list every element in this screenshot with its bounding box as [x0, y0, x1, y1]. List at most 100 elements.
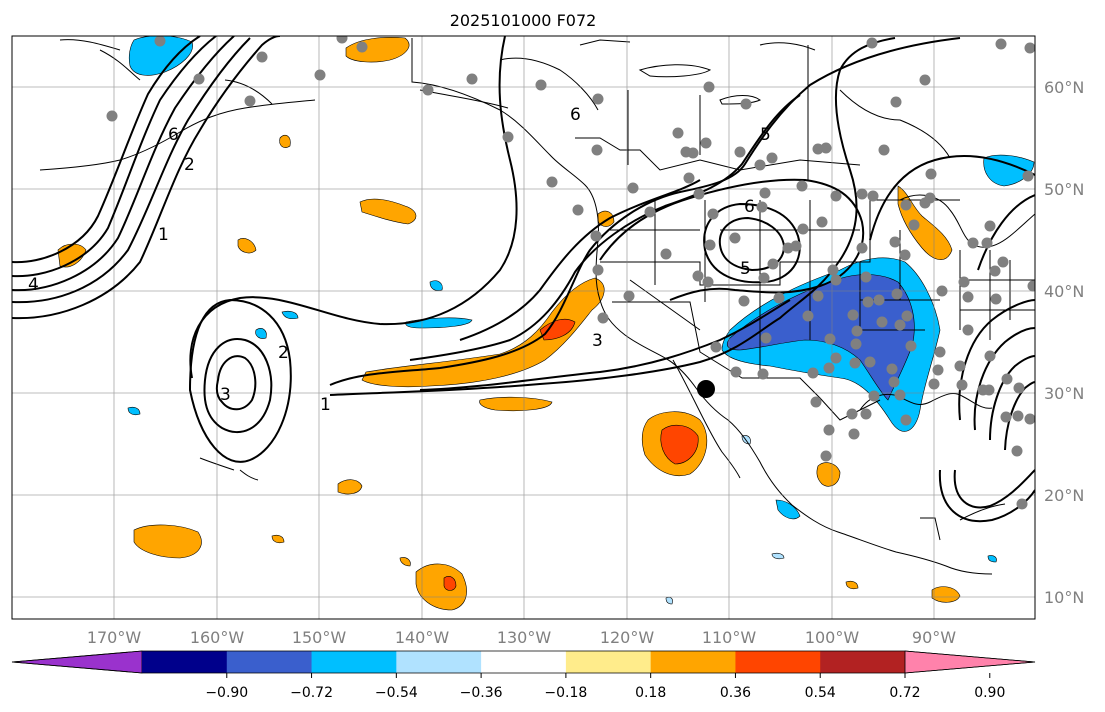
station-dot: [627, 182, 639, 194]
colorbar-tick-label: −0.36: [460, 685, 503, 701]
station-dot: [901, 310, 913, 322]
station-dot: [928, 378, 940, 390]
lon-label: 160°W: [190, 628, 245, 647]
station-dot: [759, 187, 771, 199]
station-dot: [1013, 382, 1025, 394]
station-markers: [106, 36, 1035, 510]
colorbar-tick-label: −0.18: [544, 685, 587, 701]
station-dot: [846, 408, 858, 420]
positive-anomaly-shading: [57, 37, 961, 611]
station-dot: [830, 190, 842, 202]
station-dot: [958, 276, 970, 288]
colorbar-tick-label: −0.90: [205, 685, 248, 701]
station-dot: [984, 220, 996, 232]
station-dot: [702, 276, 714, 288]
station-dot: [967, 237, 979, 249]
station-dot: [572, 204, 584, 216]
station-dot: [692, 270, 704, 282]
station-dot: [856, 188, 868, 200]
station-dot: [889, 236, 901, 248]
station-dot: [934, 346, 946, 358]
station-dot: [860, 408, 872, 420]
station-dot: [535, 79, 547, 91]
station-dot: [704, 239, 716, 251]
station-dot: [899, 249, 911, 261]
station-dot: [878, 144, 890, 156]
station-dot: [1011, 445, 1023, 457]
station-dot: [812, 143, 824, 155]
station-dot: [693, 188, 705, 200]
lat-label: 50°N: [1044, 180, 1084, 199]
lon-label: 170°W: [87, 628, 142, 647]
station-dot: [812, 290, 824, 302]
station-dot: [760, 332, 772, 344]
station-dot: [244, 95, 256, 107]
station-dot: [864, 356, 876, 368]
station-dot: [981, 237, 993, 249]
station-dot: [796, 180, 808, 192]
station-dot: [924, 192, 936, 204]
station-dot: [925, 168, 937, 180]
station-dot: [891, 288, 903, 300]
station-dot: [422, 84, 434, 96]
station-dot: [592, 264, 604, 276]
contour-label: 6: [168, 125, 179, 145]
station-dot: [862, 296, 874, 308]
station-dot: [1016, 498, 1028, 510]
station-dot: [683, 172, 695, 184]
contour-label: 5: [760, 125, 771, 145]
colorbar-tick-label: 0.90: [974, 685, 1005, 701]
station-dot: [1012, 410, 1024, 422]
height-contours: [12, 36, 1035, 523]
colorbar-segment: [735, 651, 821, 673]
contour-labels: 4 6 2 1 1 2 3 3 6 5 5 6: [28, 105, 771, 415]
station-dot: [983, 384, 995, 396]
station-dot: [820, 142, 832, 154]
contour-label: 5: [740, 259, 751, 279]
station-dot: [886, 363, 898, 375]
colorbar-extend-high: [904, 650, 1036, 674]
station-dot: [962, 291, 974, 303]
station-dot: [995, 38, 1007, 50]
station-dot: [860, 271, 872, 283]
gridlines: [12, 36, 1035, 619]
colorbar-tick-label: 0.72: [889, 685, 920, 701]
station-dot: [773, 292, 785, 304]
station-dot: [466, 73, 478, 85]
station-dot: [823, 362, 835, 374]
station-dot: [703, 81, 715, 93]
colorbar-tick-label: 0.54: [805, 685, 836, 701]
contour-label: 1: [320, 395, 331, 415]
lat-label: 60°N: [1044, 78, 1084, 97]
station-dot: [356, 41, 368, 53]
station-dot: [790, 240, 802, 252]
colorbar-segment: [820, 651, 906, 673]
station-dot: [193, 73, 205, 85]
longitude-labels: 170°W 160°W 150°W 140°W 130°W 120°W 110°…: [87, 628, 956, 647]
station-dot: [314, 69, 326, 81]
colorbar-segment: [226, 651, 313, 673]
station-dot: [767, 258, 779, 270]
station-dot: [866, 37, 878, 49]
highlighted-station-marker[interactable]: [697, 380, 715, 398]
station-dot: [989, 265, 1001, 277]
lon-label: 90°W: [912, 628, 956, 647]
station-dot: [1022, 170, 1034, 182]
station-dot: [1027, 280, 1035, 292]
station-dot: [962, 324, 974, 336]
station-dot: [756, 201, 768, 213]
station-dot: [738, 295, 750, 307]
station-dot: [888, 376, 900, 388]
station-dot: [802, 310, 814, 322]
colorbar-segment: [142, 651, 228, 673]
lon-label: 100°W: [805, 628, 860, 647]
station-dot: [824, 333, 836, 345]
station-dot: [797, 223, 809, 235]
station-dot: [954, 360, 966, 372]
station-dot: [876, 316, 888, 328]
station-dot: [820, 450, 832, 462]
station-dot: [997, 256, 1009, 268]
station-dot: [823, 424, 835, 436]
station-dot: [810, 396, 822, 408]
